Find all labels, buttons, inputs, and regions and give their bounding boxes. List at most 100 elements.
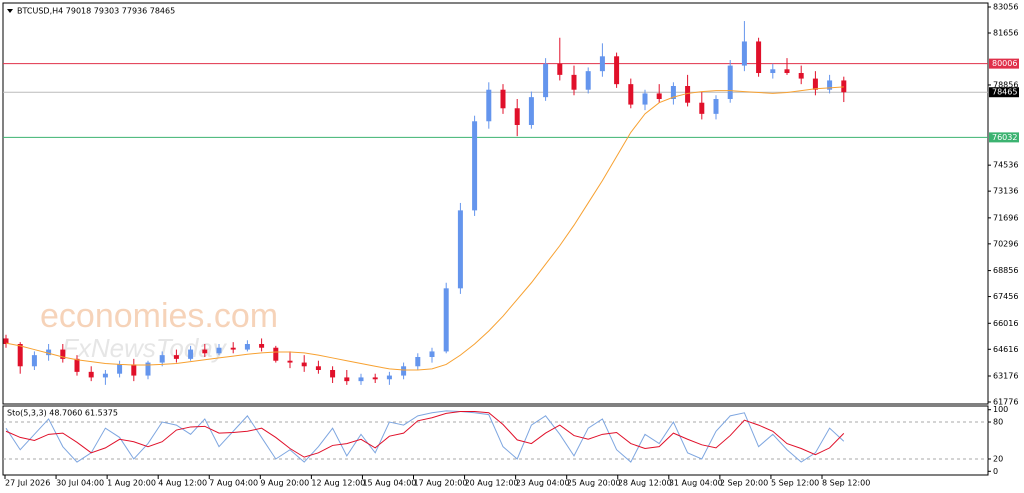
y-tick-label: 66016 <box>993 319 1018 328</box>
candle-body <box>216 347 222 354</box>
level-label: 76032 <box>992 133 1017 142</box>
candle-body <box>557 63 563 75</box>
candle-body <box>301 362 307 367</box>
candle-body <box>756 41 762 74</box>
candle-body <box>528 97 534 125</box>
x-tick-label: 4 Aug 12:00 <box>158 479 207 488</box>
candle-body <box>472 121 478 211</box>
candle-body <box>543 63 549 98</box>
candle-body <box>173 355 179 359</box>
y-tick-label: 100 <box>993 405 1008 414</box>
candle-body <box>614 56 620 85</box>
candle-body <box>685 86 691 103</box>
x-tick-label: 5 Sep 12:00 <box>771 479 819 488</box>
menu-arrow[interactable] <box>7 9 13 13</box>
chart-title: BTCUSD,H4 79018 79303 77936 78465 <box>17 7 175 16</box>
candle-body <box>741 41 747 66</box>
x-tick-label: 25 Aug 20:00 <box>567 479 621 488</box>
candle-body <box>415 357 421 367</box>
candle-body <box>74 358 80 372</box>
candle-body <box>500 89 506 109</box>
candle-body <box>429 351 435 358</box>
y-tick-label: 83056 <box>993 3 1018 12</box>
candle-body <box>628 84 634 105</box>
candle-body <box>798 73 804 79</box>
candle-body <box>330 369 336 378</box>
candle-body <box>315 366 321 370</box>
y-tick-label: 68856 <box>993 266 1018 275</box>
candle-body <box>784 69 790 74</box>
candle-body <box>159 355 165 363</box>
candle-body <box>457 210 463 289</box>
x-tick-label: 28 Aug 12:00 <box>618 479 672 488</box>
y-tick-label: 0 <box>993 467 998 476</box>
x-tick-label: 2 Sep 20:00 <box>720 479 768 488</box>
y-tick-label: 71696 <box>993 213 1018 222</box>
candle-body <box>585 71 591 90</box>
last-price-label: 78465 <box>992 88 1017 97</box>
candle-body <box>699 102 705 114</box>
candle-body <box>358 377 364 382</box>
candle-body <box>273 347 279 361</box>
candle-body <box>145 362 151 376</box>
candle-body <box>443 288 449 352</box>
oscillator-panel <box>2 405 989 476</box>
y-tick-label: 74536 <box>993 161 1018 170</box>
y-tick-label: 64616 <box>993 345 1018 354</box>
y-tick-label: 78856 <box>993 80 1018 89</box>
moving-average <box>5 86 844 371</box>
y-tick-label: 80 <box>993 418 1003 427</box>
oscillator-line <box>5 411 845 458</box>
y-tick-label: 67456 <box>993 292 1018 301</box>
candle-body <box>230 347 236 350</box>
y-tick-label: 61776 <box>993 397 1018 406</box>
x-tick-label: 7 Aug 04:00 <box>209 479 258 488</box>
candle-body <box>372 377 378 380</box>
candle-body <box>401 366 407 376</box>
candle-body <box>17 344 23 367</box>
candle-body <box>3 338 9 345</box>
level-label-box <box>989 132 1019 143</box>
candle-body <box>131 364 137 376</box>
candle-body <box>88 371 94 378</box>
candle-body <box>670 86 676 99</box>
x-tick-label: 20 Aug 12:00 <box>465 479 519 488</box>
candle-body <box>244 344 250 350</box>
candle-body <box>812 78 818 90</box>
main-panel <box>2 2 989 405</box>
candle-body <box>202 349 208 354</box>
candle-body <box>642 93 648 105</box>
candle-body <box>827 80 833 90</box>
x-tick-label: 9 Aug 20:00 <box>260 479 309 488</box>
x-tick-label: 27 Jul 2026 <box>5 479 50 488</box>
watermark: FxNewsToday <box>62 333 228 363</box>
level-label: 80006 <box>992 59 1017 68</box>
candle-body <box>599 56 605 72</box>
candle-body <box>514 108 520 125</box>
x-tick-label: 17 Aug 20:00 <box>414 479 468 488</box>
level-label-box <box>989 58 1019 69</box>
candle-body <box>31 355 37 367</box>
candle-body <box>188 349 194 359</box>
watermark: economies.com <box>40 297 278 335</box>
x-tick-label: 31 Aug 04:00 <box>669 479 723 488</box>
candle-body <box>287 360 293 363</box>
candle-body <box>344 377 350 382</box>
candle-body <box>727 65 733 99</box>
x-tick-label: 12 Aug 12:00 <box>311 479 365 488</box>
candle-body <box>656 93 662 99</box>
candle-body <box>46 349 52 356</box>
x-tick-label: 15 Aug 04:00 <box>362 479 416 488</box>
candle-body <box>713 98 719 114</box>
y-tick-label: 73136 <box>993 187 1018 196</box>
candle-body <box>571 74 577 90</box>
candle-body <box>259 344 265 348</box>
indicator-title: Sto(5,3,3) 48.7060 61.5375 <box>7 409 118 418</box>
y-tick-label: 63176 <box>993 372 1018 381</box>
candle-body <box>60 349 66 359</box>
y-tick-label: 81656 <box>993 28 1018 37</box>
candle-body <box>117 364 123 374</box>
y-tick-label: 20 <box>993 454 1003 463</box>
x-tick-label: 30 Jul 04:00 <box>56 479 104 488</box>
